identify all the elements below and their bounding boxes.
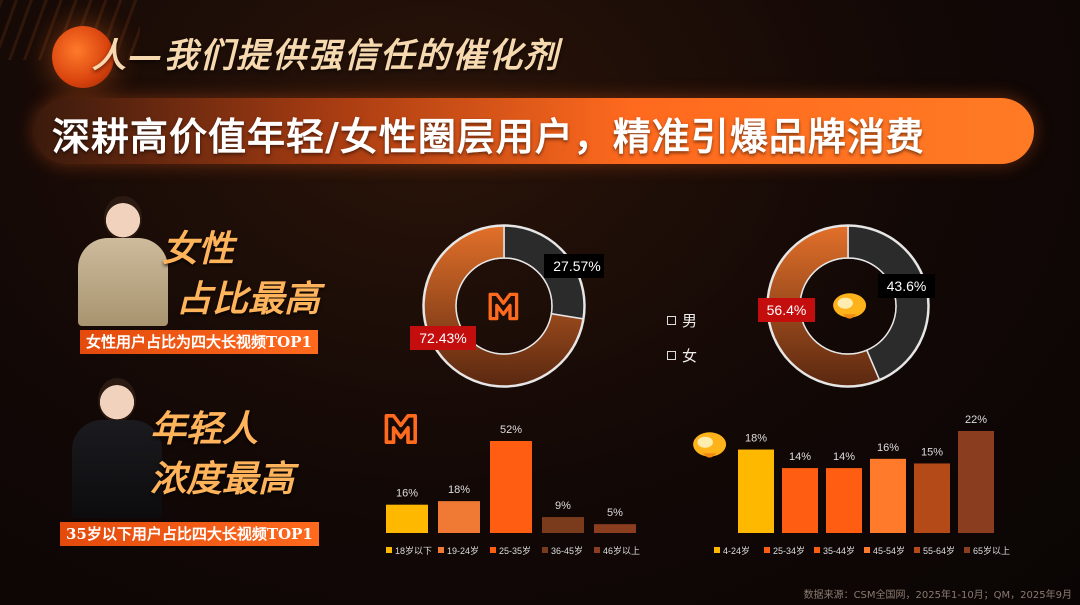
- legend-female: 女: [667, 345, 697, 366]
- bar-35-44岁: [826, 468, 862, 533]
- tencent-video-icon: [833, 293, 867, 319]
- legend-swatch: [814, 547, 820, 553]
- bar-46岁以上: [594, 524, 636, 533]
- bar-value-label: 14%: [789, 451, 811, 463]
- banner-title: 深耕高价值年轻/女性圈层用户，精准引爆品牌消费: [52, 115, 925, 159]
- donut-label-male: 43.6%: [887, 278, 927, 294]
- bar-value-label: 15%: [921, 446, 943, 458]
- bar-55-64岁: [914, 463, 950, 533]
- donut-label-female: 56.4%: [767, 302, 807, 318]
- legend-swatch: [386, 547, 392, 553]
- bar-value-label: 16%: [877, 442, 899, 454]
- mango-tv-icon: [488, 292, 519, 321]
- donut-chart-tencent: 43.6% 56.4%: [758, 224, 935, 388]
- donut-outline: [422, 224, 586, 388]
- sun-decoration: [52, 26, 114, 88]
- legend-label: 65岁以上: [973, 545, 1010, 556]
- bar-value-label: 18%: [745, 433, 767, 445]
- bar-value-label: 16%: [396, 488, 418, 500]
- legend-female-label: 女: [682, 347, 698, 365]
- young-caption: 35岁以下用户占比四大长视频TOP1: [60, 522, 319, 546]
- legend-swatch: [714, 547, 720, 553]
- kicker-title: 人—我们提供强信任的催化剂: [92, 36, 560, 76]
- bar-chart-mango-age: 16% 18岁以下 18% 19-24岁 52% 25-35岁 9% 36-45岁 5% 46岁以…: [384, 414, 640, 556]
- bar-value-label: 5%: [607, 507, 623, 519]
- legend-label: 25-34岁: [773, 545, 805, 556]
- legend-swatch: [542, 547, 548, 553]
- legend-label: 4-24岁: [723, 545, 750, 556]
- legend-swatch: [914, 547, 920, 553]
- legend-label: 19-24岁: [447, 545, 479, 556]
- legend-label: 25-35岁: [499, 545, 531, 556]
- young-title-line1: 年轻人: [150, 408, 259, 450]
- legend-label: 18岁以下: [395, 545, 432, 556]
- bar-value-label: 22%: [965, 414, 987, 426]
- donut-inner-outline: [455, 257, 553, 355]
- bar-value-label: 14%: [833, 451, 855, 463]
- donut-label-box-male: [878, 274, 935, 298]
- bar-25-34岁: [782, 468, 818, 533]
- female-title-line2: 占比最高: [176, 278, 321, 320]
- legend-label: 35-44岁: [823, 545, 855, 556]
- female-title-line1: 女性: [162, 228, 235, 270]
- legend-label: 55-64岁: [923, 545, 955, 556]
- legend-swatch: [490, 547, 496, 553]
- bar-65岁以上: [958, 431, 994, 533]
- legend-female-swatch: [667, 351, 676, 360]
- legend-swatch: [438, 547, 444, 553]
- legend-swatch: [864, 547, 870, 553]
- source-note: 数据来源：CSM全国网，2025年1-10月；QM，2025年9月: [803, 590, 1072, 601]
- bar-value-label: 18%: [448, 484, 470, 496]
- young-title-line2: 浓度最高: [150, 458, 295, 500]
- legend-male-label: 男: [682, 312, 698, 330]
- bar-value-label: 52%: [500, 424, 522, 436]
- mango-tv-icon: [384, 414, 418, 445]
- legend-swatch: [594, 547, 600, 553]
- bar-4-24岁: [738, 449, 774, 533]
- woman-photo-1: [78, 196, 168, 326]
- donut-label-box-female: [410, 326, 476, 350]
- legend-label: 36-45岁: [551, 545, 583, 556]
- donut-label-box-female: [758, 298, 815, 322]
- tencent-video-icon: [693, 432, 727, 458]
- legend-male-swatch: [667, 316, 676, 325]
- donut-chart-mango: 27.57% 72.43%: [410, 224, 604, 388]
- title-banner: [34, 98, 1034, 164]
- legend-swatch: [964, 547, 970, 553]
- bar-25-35岁: [490, 441, 532, 533]
- legend-label: 45-54岁: [873, 545, 905, 556]
- bar-36-45岁: [542, 517, 584, 533]
- donut-label-male: 27.57%: [553, 258, 600, 274]
- bar-45-54岁: [870, 458, 906, 533]
- bar-chart-tencent-age: 18% 4-24岁 14% 25-34岁 14% 35-44岁 16% 45-54岁 15% 55…: [693, 414, 1010, 556]
- female-title: 女性 占比最高: [162, 224, 320, 324]
- donut-label-female: 72.43%: [419, 330, 466, 346]
- woman-photo-2: [72, 378, 162, 518]
- bar-18岁以下: [386, 504, 428, 533]
- legend-label: 46岁以上: [603, 545, 640, 556]
- bar-value-label: 9%: [555, 500, 571, 512]
- bar-19-24岁: [438, 501, 480, 533]
- legend-male: 男: [667, 310, 697, 331]
- donut-label-box-male: [544, 254, 604, 278]
- young-title: 年轻人 浓度最高: [150, 404, 294, 504]
- legend-swatch: [764, 547, 770, 553]
- female-caption: 女性用户占比为四大长视频TOP1: [80, 330, 318, 354]
